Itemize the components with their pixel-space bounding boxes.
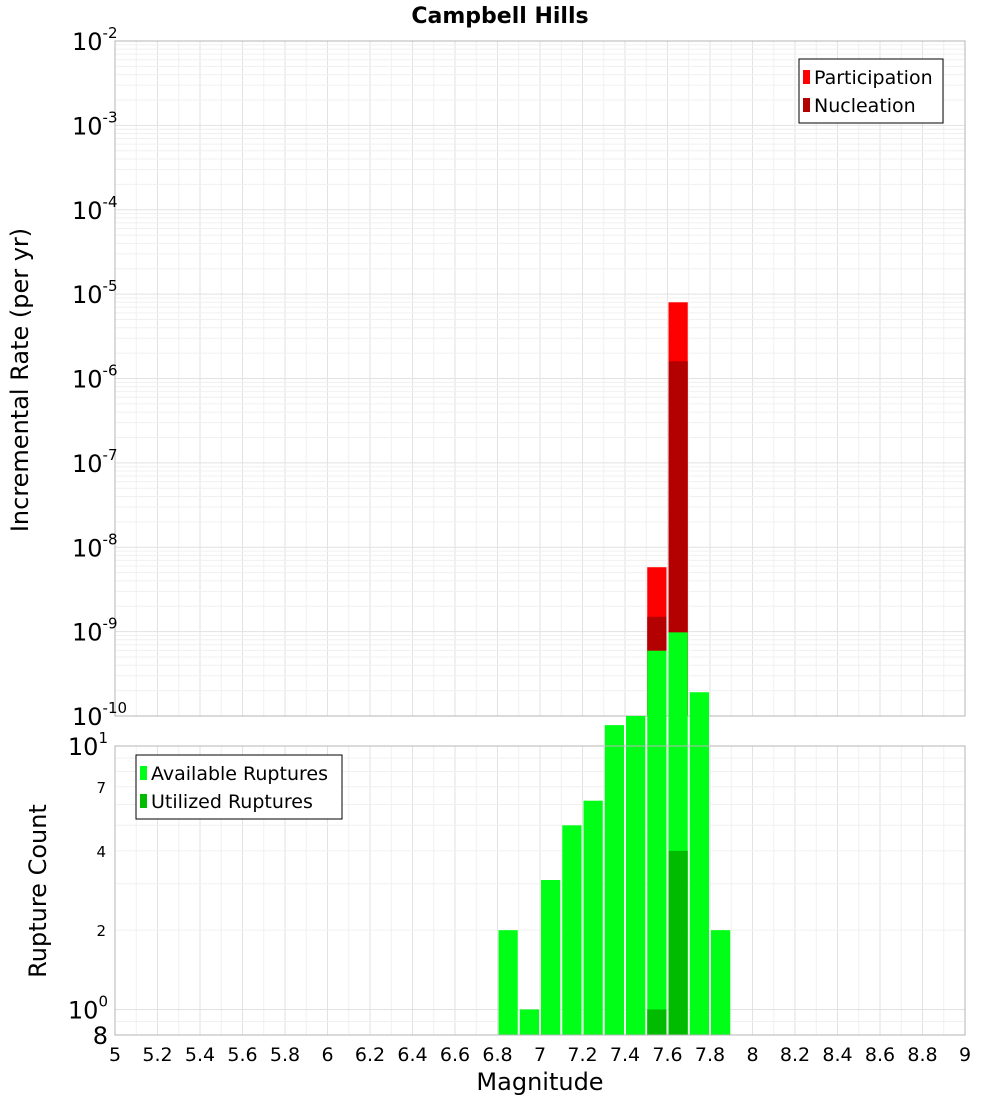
- chart-title: Campbell Hills: [411, 4, 588, 29]
- x-tick-label: 7.2: [567, 1044, 597, 1066]
- y-tick-exponent: -9: [103, 615, 118, 633]
- bottom-y-axis-label: Rupture Count: [24, 804, 52, 978]
- x-tick-label: 5.8: [270, 1044, 300, 1066]
- x-tick-label: 8.8: [907, 1044, 937, 1066]
- bottom-y-tick-label: 2: [96, 922, 106, 940]
- bottom-bar-available-ruptures: [562, 825, 582, 1035]
- legend-label: Utilized Ruptures: [151, 791, 313, 813]
- bottom-bar-utilized-ruptures: [668, 850, 688, 1035]
- top-y-tick-label: 10-5: [72, 277, 118, 309]
- top-y-tick-label: 10-10: [72, 699, 127, 731]
- x-tick-label: 5: [109, 1044, 121, 1066]
- x-tick-label: 6.2: [355, 1044, 385, 1066]
- top-y-tick-label: 10-7: [72, 446, 118, 478]
- x-tick-label: 6: [321, 1044, 333, 1066]
- bottom-bar-available-ruptures: [711, 930, 731, 1035]
- bottom-plot-frame: [114, 745, 966, 1036]
- bottom-y-tick-label: 8: [93, 1022, 108, 1050]
- x-tick-label: 8.6: [865, 1044, 895, 1066]
- bottom-legend: [135, 754, 343, 820]
- x-tick-label: 7.6: [652, 1044, 682, 1066]
- x-tick-label: 5.2: [142, 1044, 172, 1066]
- top-y-tick-label: 10-8: [72, 530, 118, 562]
- x-axis-label: Magnitude: [476, 1068, 603, 1096]
- bottom-bar-available-ruptures: [626, 715, 646, 1035]
- y-tick-exponent: 1: [98, 729, 108, 747]
- top-plot: Participation Nucleation 10-10 10-9 10-8 10-7…: [72, 24, 966, 731]
- y-tick-exponent: 0: [98, 992, 108, 1010]
- top-y-tick-label: 10-9: [72, 615, 118, 647]
- x-tick-label: 8: [746, 1044, 758, 1066]
- bottom-bar-available-ruptures: [519, 1009, 539, 1035]
- y-tick-exponent: -7: [103, 446, 118, 464]
- y-tick-exponent: -6: [103, 362, 118, 380]
- bottom-bar-utilized-ruptures: [647, 1009, 667, 1035]
- x-tick-label: 5.4: [185, 1044, 215, 1066]
- bottom-bar-available-ruptures: [647, 650, 667, 1035]
- x-tick-label: 6.6: [440, 1044, 470, 1066]
- top-y-tick-label: 10-4: [72, 193, 118, 225]
- bottom-bar-available-ruptures: [498, 930, 518, 1035]
- bottom-y-tick-label: 7: [96, 779, 106, 797]
- y-tick-exponent: -8: [103, 530, 118, 548]
- y-tick-exponent: -3: [103, 108, 118, 126]
- x-tick-label: 7.4: [610, 1044, 640, 1066]
- x-tick-label: 6.8: [482, 1044, 512, 1066]
- legend-label: Nucleation: [814, 95, 916, 117]
- top-plot-frame: [114, 40, 966, 717]
- top-y-axis-label: Incremental Rate (per yr): [6, 228, 34, 532]
- legend-swatch: [803, 70, 810, 84]
- y-tick-exponent: -5: [103, 277, 118, 295]
- bottom-bar-available-ruptures: [689, 692, 709, 1035]
- bottom-y-tick-label: 4: [96, 843, 106, 861]
- legend-swatch: [803, 98, 810, 112]
- top-y-tick-label: 10-2: [72, 24, 118, 56]
- x-tick-label: 6.4: [397, 1044, 427, 1066]
- x-tick-label: 8.2: [780, 1044, 810, 1066]
- x-tick-label: 7: [534, 1044, 546, 1066]
- top-y-tick-label: 10-3: [72, 108, 118, 140]
- y-tick-exponent: -4: [103, 193, 118, 211]
- top-legend: [798, 58, 944, 124]
- x-tick-label: 8.4: [822, 1044, 852, 1066]
- bottom-y-tick-label: 100: [68, 992, 108, 1024]
- x-tick-label: 5.6: [227, 1044, 257, 1066]
- bottom-bar-available-ruptures: [604, 725, 624, 1035]
- legend-swatch: [140, 766, 147, 780]
- x-tick-label: 9: [959, 1044, 971, 1066]
- y-tick-exponent: -10: [103, 699, 128, 717]
- top-bar-nucleation: [668, 361, 688, 716]
- top-y-tick-label: 10-6: [72, 362, 118, 394]
- legend-label: Participation: [814, 67, 933, 89]
- y-tick-exponent: -2: [103, 24, 118, 42]
- legend-swatch: [140, 794, 147, 808]
- legend-label: Available Ruptures: [151, 763, 328, 785]
- bottom-y-tick-label: 101: [68, 729, 108, 761]
- x-tick-label: 7.8: [695, 1044, 725, 1066]
- bottom-bar-available-ruptures: [541, 880, 561, 1035]
- bottom-bar-available-ruptures: [583, 800, 603, 1035]
